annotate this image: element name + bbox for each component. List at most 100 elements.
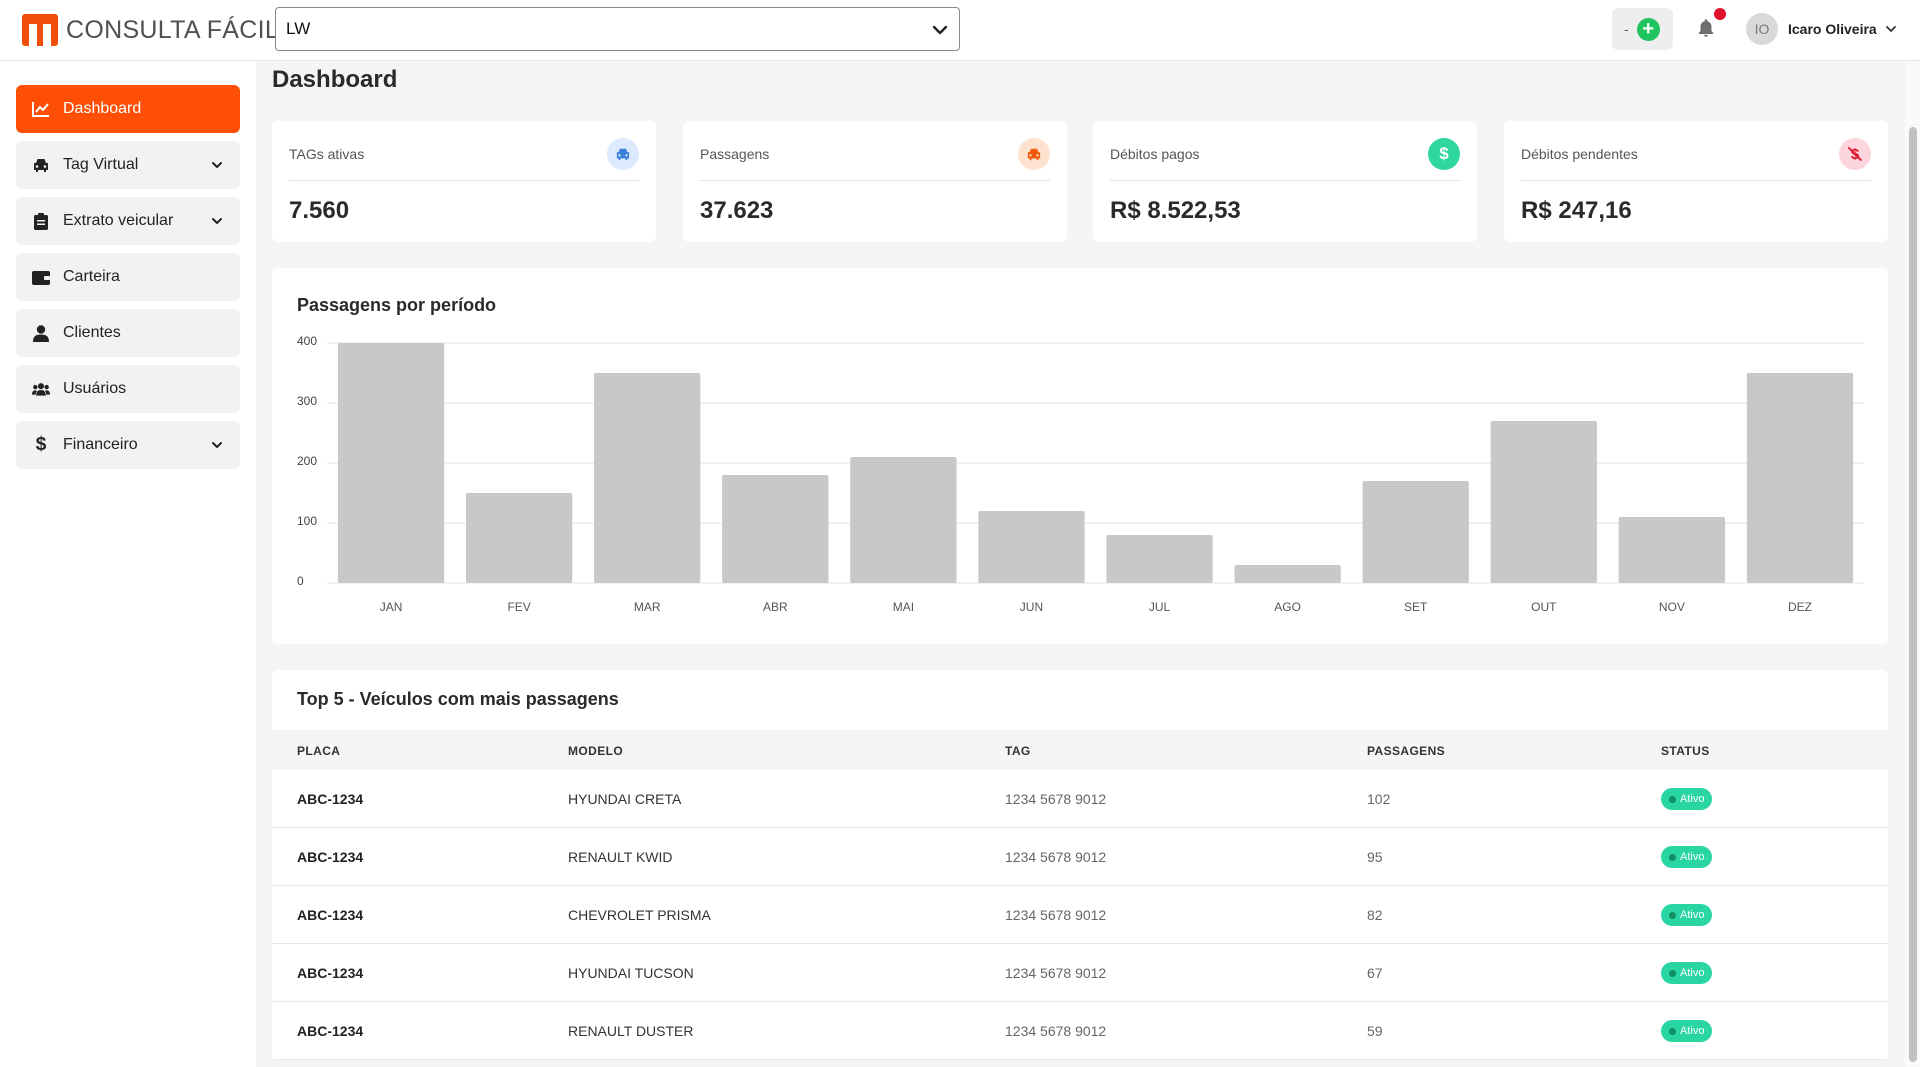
chart-bar-abr[interactable] — [722, 475, 829, 583]
dollar-icon: $ — [35, 434, 47, 455]
sidebar-item-label: Dashboard — [63, 100, 142, 117]
status-dot-icon — [1669, 911, 1676, 919]
cell-model: HYUNDAI CRETA — [568, 791, 682, 807]
scrollbar-thumb[interactable] — [1909, 127, 1917, 1062]
cell-passages: 67 — [1367, 965, 1383, 981]
chart-x-tick-label: JUL — [1149, 600, 1171, 614]
status-badge: Ativo — [1661, 1020, 1713, 1042]
column-header-passagens[interactable]: PASSAGENS — [1367, 744, 1446, 758]
chart-y-tick-label: 0 — [297, 574, 304, 588]
company-select-value: LW — [286, 19, 311, 38]
car-icon — [607, 138, 639, 170]
table-row[interactable]: ABC-1234 HYUNDAI TUCSON 1234 5678 9012 6… — [272, 944, 1888, 1002]
column-header-tag[interactable]: TAG — [1005, 744, 1031, 758]
wallet-icon — [32, 268, 50, 286]
chart-title: Passagens por período — [297, 295, 497, 315]
add-balance-icon[interactable]: + — [1636, 17, 1660, 41]
chart-x-tick-label: DEZ — [1788, 600, 1812, 614]
table-title: Top 5 - Veículos com mais passagens — [297, 689, 619, 709]
chart-bar-mai[interactable] — [850, 457, 957, 583]
users-icon — [32, 380, 50, 398]
balance-pill[interactable]: - + — [1612, 8, 1673, 50]
page-scrollbar[interactable] — [1905, 61, 1920, 1067]
stat-card-debitos-pagos: Débitos pagos $ R$ 8.522,53 — [1093, 121, 1477, 242]
column-header-placa[interactable]: PLACA — [297, 744, 341, 758]
user-icon — [32, 324, 50, 342]
car-icon — [1018, 138, 1050, 170]
chart-bar-jun[interactable] — [978, 511, 1085, 583]
cell-passages: 102 — [1367, 791, 1391, 807]
status-label: Ativo — [1680, 967, 1705, 979]
chart-bar-out[interactable] — [1490, 421, 1597, 583]
company-select[interactable]: LW — [275, 7, 960, 51]
stat-card-value: 7.560 — [289, 197, 350, 224]
sidebar-item-dashboard[interactable]: Dashboard — [16, 85, 240, 133]
chart-x-tick-label: JUN — [1020, 600, 1043, 614]
sidebar-item-carteira[interactable]: Carteira — [16, 253, 240, 301]
stat-card-label: Débitos pendentes — [1521, 146, 1638, 162]
clipboard-icon — [32, 212, 50, 230]
cell-plate: ABC-1234 — [297, 849, 364, 865]
chevron-down-icon — [212, 442, 222, 449]
avatar: IO — [1746, 13, 1778, 45]
bell-icon[interactable] — [1695, 17, 1717, 39]
dollar-icon: $ — [1428, 138, 1460, 170]
app-logo[interactable]: CONSULTA FÁCIL — [22, 12, 279, 48]
chevron-down-icon — [932, 25, 948, 35]
stat-card-debitos-pendentes: Débitos pendentes $ R$ 247,16 — [1504, 121, 1888, 242]
table-header: PLACA MODELO TAG PASSAGENS STATUS — [272, 730, 1888, 770]
chart-bar-jan[interactable] — [337, 343, 445, 583]
stat-card-label: Débitos pagos — [1110, 146, 1200, 162]
top-bar: CONSULTA FÁCIL LW - + IO Icaro Oliveira — [0, 0, 1920, 61]
cell-plate: ABC-1234 — [297, 965, 364, 981]
chart-bar-jul[interactable] — [1106, 535, 1213, 583]
status-badge: Ativo — [1661, 846, 1713, 868]
chart-y-tick-label: 200 — [297, 454, 317, 468]
table-row[interactable]: ABC-1234 RENAULT KWID 1234 5678 9012 95 … — [272, 828, 1888, 886]
chart-card: Passagens por período 0 100 200 300 400 JAN FE… — [272, 268, 1888, 644]
cell-model: CHEVROLET PRISMA — [568, 907, 711, 923]
card-divider — [1110, 180, 1460, 181]
sidebar-item-extrato-veicular[interactable]: Extrato veicular — [16, 197, 240, 245]
sidebar-item-tag-virtual[interactable]: Tag Virtual — [16, 141, 240, 189]
chart-bar-ago[interactable] — [1234, 565, 1341, 583]
column-header-modelo[interactable]: MODELO — [568, 744, 624, 758]
cell-model: RENAULT DUSTER — [568, 1023, 694, 1039]
chart-bar-mar[interactable] — [594, 373, 701, 583]
user-name: Icaro Oliveira — [1788, 21, 1877, 37]
table-row[interactable]: ABC-1234 CHEVROLET PRISMA 1234 5678 9012… — [272, 886, 1888, 944]
page-title: Dashboard — [272, 66, 398, 93]
chart-x-tick-label: OUT — [1531, 600, 1557, 614]
sidebar-item-label: Clientes — [63, 324, 121, 341]
sidebar-item-financeiro[interactable]: $ Financeiro — [16, 421, 240, 469]
chart-x-tick-label: NOV — [1659, 600, 1685, 614]
status-badge: Ativo — [1661, 962, 1713, 984]
status-dot-icon — [1669, 795, 1676, 803]
table-row[interactable]: ABC-1234 RENAULT DUSTER 1234 5678 9012 5… — [272, 1002, 1888, 1060]
car-icon — [32, 156, 50, 174]
user-menu[interactable]: IO Icaro Oliveira — [1746, 13, 1897, 45]
chart-bar-fev[interactable] — [465, 493, 573, 583]
table-row[interactable]: ABC-1234 HYUNDAI CRETA 1234 5678 9012 10… — [272, 770, 1888, 828]
chart-x-tick-label: FEV — [507, 600, 530, 614]
sidebar-item-label: Usuários — [63, 380, 127, 397]
stat-card-tags-ativas: TAGs ativas 7.560 — [272, 121, 656, 242]
chart-bar-set[interactable] — [1362, 481, 1469, 583]
card-divider — [1521, 180, 1871, 181]
logo-mark-icon — [22, 14, 58, 46]
column-header-status[interactable]: STATUS — [1661, 744, 1710, 758]
sidebar-item-label: Carteira — [63, 268, 120, 285]
status-badge: Ativo — [1661, 788, 1713, 810]
cell-passages: 95 — [1367, 849, 1383, 865]
cell-tag: 1234 5678 9012 — [1005, 907, 1107, 923]
sidebar-item-clientes[interactable]: Clientes — [16, 309, 240, 357]
chart-bar-nov[interactable] — [1618, 517, 1726, 583]
cell-model: HYUNDAI TUCSON — [568, 965, 694, 981]
chart-x-tick-label: MAR — [634, 600, 661, 614]
cell-passages: 59 — [1367, 1023, 1383, 1039]
chart-x-tick-label: MAI — [893, 600, 914, 614]
sidebar-item-label: Extrato veicular — [63, 212, 174, 229]
stat-card-value: 37.623 — [700, 197, 774, 224]
sidebar-item-usuarios[interactable]: Usuários — [16, 365, 240, 413]
chart-bar-dez[interactable] — [1746, 373, 1854, 583]
